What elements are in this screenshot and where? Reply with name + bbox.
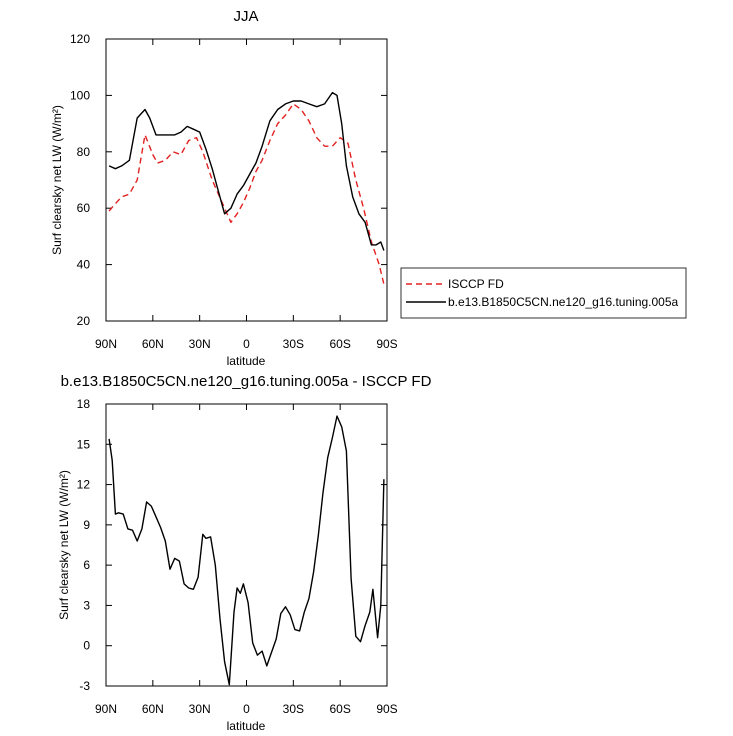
legend-box [400,267,687,319]
series-line [108,103,385,285]
top-ticks: 90N 60N 30N 0 30S 60S 90S 20 40 60 80 100 120 [70,32,398,351]
y-tick-label: 80 [77,145,91,159]
x-tick-label: 60S [329,702,350,716]
x-tick-label: 60N [142,337,164,351]
y-tick-label: 3 [83,598,90,612]
bottom-panel: b.e13.B1850C5CN.ne120_g16.tuning.005a - … [57,373,432,733]
y-tick-label: 15 [77,437,91,451]
x-tick-label: 30S [283,702,304,716]
x-tick-label: 60S [329,337,350,351]
legend-label-isccp: ISCCP FD [448,277,504,291]
bottom-plot-frame [105,403,388,687]
y-tick-label: 18 [77,397,91,411]
legend-label-model: b.e13.B1850C5CN.ne120_g16.tuning.005a [448,295,679,309]
bottom-ylabel: Surf clearsky net LW (W/m²) [57,470,71,620]
x-tick-label: 60N [142,702,164,716]
x-tick-label: 90S [376,702,397,716]
series-line [108,415,385,686]
x-tick-label: 90N [95,702,117,716]
y-tick-label: 60 [77,201,91,215]
y-tick-label: 20 [77,314,91,328]
x-tick-label: 30N [189,337,211,351]
bottom-xlabel: latitude [227,719,266,733]
y-tick-label: 6 [83,558,90,572]
bottom-title: b.e13.B1850C5CN.ne120_g16.tuning.005a - … [61,373,432,390]
top-plot-frame [105,38,388,322]
x-tick-label: 30N [189,702,211,716]
x-tick-label: 0 [243,337,250,351]
x-tick-label: 90S [376,337,397,351]
x-tick-label: 90N [95,337,117,351]
legend: ISCCP FD b.e13.B1850C5CN.ne120_g16.tunin… [400,267,687,319]
top-panel: JJA Surf clearsky net LW (W/m²) latitude… [50,8,398,368]
y-tick-label: 9 [83,518,90,532]
top-lines [108,91,385,285]
series-line [108,91,385,251]
y-tick-label: 40 [77,258,91,272]
x-tick-label: 0 [243,702,250,716]
bottom-lines [108,415,385,686]
y-tick-label: 12 [77,478,91,492]
top-ylabel: Surf clearsky net LW (W/m²) [50,105,64,255]
y-tick-label: 120 [70,32,90,46]
top-title: JJA [233,8,258,25]
y-tick-label: 0 [83,639,90,653]
y-tick-label: -3 [79,679,90,693]
bottom-ticks: 90N 60N 30N 0 30S 60S 90S -3 0 3 6 9 12 15 18 [77,397,398,716]
y-tick-label: 100 [70,88,90,102]
x-tick-label: 30S [283,337,304,351]
top-xlabel: latitude [227,354,266,368]
